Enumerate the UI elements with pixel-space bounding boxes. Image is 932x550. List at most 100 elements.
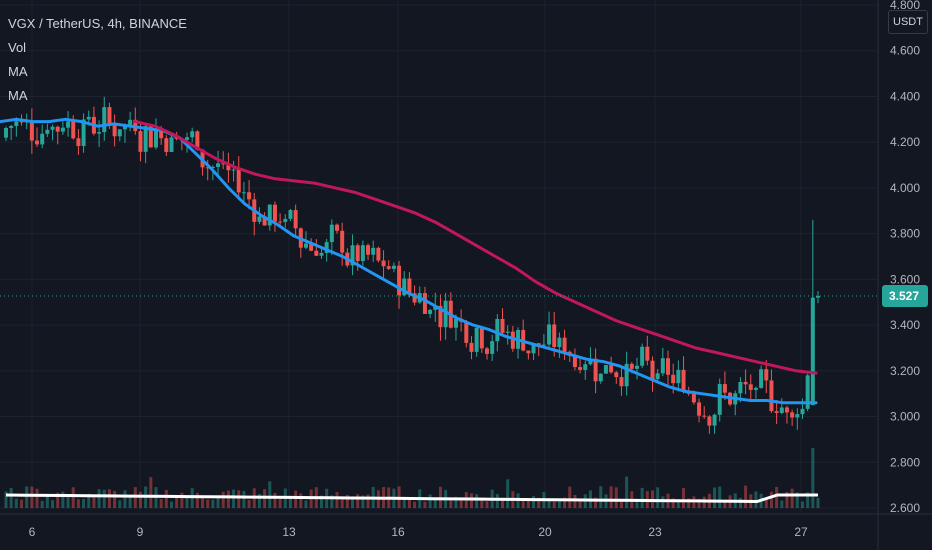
candle-body bbox=[117, 129, 122, 137]
candle-body bbox=[66, 121, 71, 128]
volume-bar bbox=[433, 497, 437, 508]
candle-body bbox=[816, 296, 820, 298]
volume-bar bbox=[40, 500, 44, 508]
volume-bar bbox=[744, 485, 748, 508]
volume-bar bbox=[552, 501, 556, 508]
candle-body bbox=[86, 116, 91, 120]
volume-bar bbox=[92, 495, 96, 508]
candle-body bbox=[107, 107, 112, 124]
volume-bar bbox=[288, 497, 292, 508]
currency-badge[interactable]: USDT bbox=[888, 10, 928, 34]
candle-body bbox=[19, 121, 24, 123]
volume-bar bbox=[619, 500, 623, 508]
volume-bar bbox=[521, 498, 525, 508]
volume-bar bbox=[118, 500, 122, 508]
candle-body bbox=[531, 343, 536, 354]
candle-body bbox=[660, 358, 665, 374]
price-tick-label: 4.800 bbox=[890, 0, 920, 12]
ma-fast-line[interactable] bbox=[0, 117, 818, 405]
symbol-title: VGX / TetherUS, 4h, BINANCE bbox=[8, 16, 187, 31]
price-tick-label: 3.200 bbox=[890, 364, 920, 378]
candle-body bbox=[81, 119, 86, 146]
candle-body bbox=[676, 369, 681, 384]
volume-bar bbox=[614, 487, 618, 508]
candle-body bbox=[122, 124, 127, 130]
price-tick-label: 4.600 bbox=[890, 44, 920, 58]
ma-slow-line[interactable] bbox=[133, 120, 818, 375]
candle-body bbox=[691, 393, 696, 403]
candle-body bbox=[262, 216, 267, 226]
volume-bar bbox=[185, 496, 189, 508]
volume-bar bbox=[237, 490, 241, 508]
volume-bar bbox=[557, 498, 561, 508]
candle-body bbox=[645, 346, 650, 361]
candle-body bbox=[748, 384, 753, 390]
candle-body bbox=[241, 192, 246, 194]
candle-body bbox=[500, 318, 505, 333]
candle-body bbox=[810, 297, 815, 406]
chart-legend: VGX / TetherUS, 4h, BINANCE Vol MA MA bbox=[8, 12, 187, 108]
candle-body bbox=[541, 344, 546, 346]
candle-body bbox=[583, 364, 588, 370]
candle-body bbox=[614, 372, 619, 378]
candle-body bbox=[55, 126, 60, 132]
volume-bar bbox=[713, 487, 717, 508]
volume-bar bbox=[526, 498, 530, 508]
candle-body bbox=[14, 121, 19, 126]
candle-body bbox=[128, 119, 133, 125]
volume-bar bbox=[128, 497, 132, 508]
volume-bar bbox=[656, 487, 660, 508]
candle-body bbox=[40, 133, 45, 145]
candle-body bbox=[143, 126, 148, 152]
volume-bar bbox=[226, 490, 230, 508]
moving-average-label-1[interactable]: MA bbox=[8, 64, 28, 79]
volume-bar bbox=[45, 495, 49, 508]
volume-bar bbox=[87, 493, 91, 508]
candle-body bbox=[650, 360, 655, 380]
candle-body bbox=[283, 218, 288, 222]
candle-body bbox=[309, 243, 314, 251]
volume-bar bbox=[635, 501, 639, 508]
candle-body bbox=[428, 309, 433, 314]
candle-body bbox=[536, 343, 541, 346]
candle-body bbox=[510, 331, 515, 349]
volume-bar bbox=[738, 498, 742, 508]
candle-body bbox=[231, 169, 236, 171]
volume-bar bbox=[469, 493, 473, 508]
candle-body bbox=[784, 407, 789, 413]
candle-body bbox=[764, 369, 769, 381]
volume-bar bbox=[175, 496, 179, 508]
volume-bar bbox=[718, 486, 722, 508]
candle-body bbox=[753, 387, 758, 390]
volume-bar bbox=[123, 490, 127, 508]
candle-body bbox=[355, 245, 360, 262]
volume-bar bbox=[30, 486, 34, 508]
volume-bar bbox=[480, 497, 484, 508]
candle-body bbox=[671, 374, 676, 384]
candle-body bbox=[552, 324, 557, 348]
candle-body bbox=[50, 126, 55, 130]
time-tick-label: 23 bbox=[648, 525, 662, 539]
candle-body bbox=[350, 245, 355, 266]
candle-body bbox=[557, 337, 562, 348]
volume-bar bbox=[423, 501, 427, 508]
candle-body bbox=[97, 132, 102, 134]
volume-bar bbox=[294, 490, 298, 508]
volume-bar bbox=[366, 494, 370, 508]
time-tick-label: 6 bbox=[29, 525, 36, 539]
moving-average-label-2[interactable]: MA bbox=[8, 88, 28, 103]
volume-bar bbox=[107, 489, 111, 508]
volume-bar bbox=[345, 494, 349, 508]
candle-body bbox=[329, 224, 334, 243]
last-price-tag[interactable] bbox=[882, 285, 928, 308]
volume-bar bbox=[14, 498, 18, 508]
candle-body bbox=[495, 318, 500, 342]
volume-bar bbox=[795, 492, 799, 508]
volume-bar bbox=[97, 489, 101, 508]
time-tick-label: 13 bbox=[282, 525, 296, 539]
volume-indicator-label[interactable]: Vol bbox=[8, 40, 27, 55]
candle-body bbox=[9, 125, 14, 129]
candle-body bbox=[603, 365, 608, 374]
